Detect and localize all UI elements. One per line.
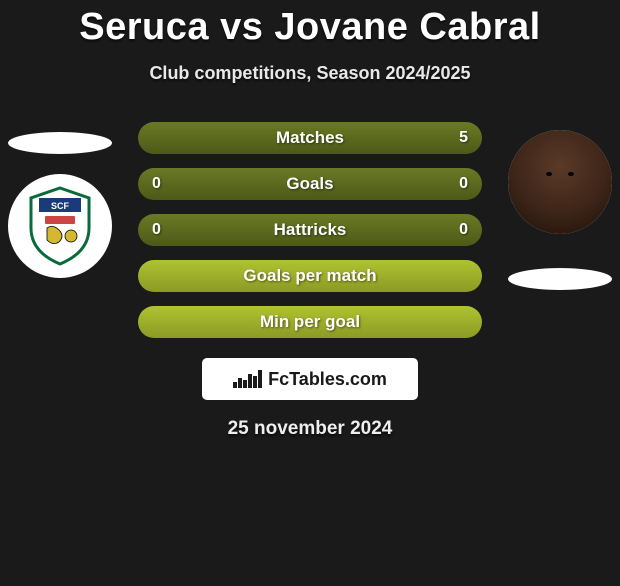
stat-label: Goals <box>286 174 333 194</box>
brand-text: FcTables.com <box>268 369 387 390</box>
stat-label: Min per goal <box>260 312 360 332</box>
stat-value-right: 0 <box>459 221 468 239</box>
avatar-shadow-left <box>8 132 112 154</box>
brand-bar <box>238 378 242 388</box>
brand-badge: FcTables.com <box>202 358 418 400</box>
stat-row: Min per goal <box>138 306 482 338</box>
stat-label: Goals per match <box>243 266 376 286</box>
player-avatar-right <box>508 130 612 234</box>
stat-row: Matches 5 <box>138 122 482 154</box>
stat-value-right: 5 <box>459 129 468 147</box>
brand-bar <box>258 370 262 388</box>
club-badge-left: SCF <box>8 174 112 278</box>
avatar-shadow-right <box>508 268 612 290</box>
brand-bar <box>248 374 252 388</box>
stat-value-right: 0 <box>459 175 468 193</box>
brand-bar <box>233 382 237 388</box>
page-title: Seruca vs Jovane Cabral <box>0 6 620 49</box>
stat-row: Hattricks 0 0 <box>138 214 482 246</box>
stat-row: Goals 0 0 <box>138 168 482 200</box>
subtitle: Club competitions, Season 2024/2025 <box>0 63 620 84</box>
brand-bar <box>243 380 247 388</box>
player-face-icon <box>508 130 612 234</box>
brand-bar <box>253 376 257 388</box>
date-text: 25 november 2024 <box>0 418 620 440</box>
scf-badge-icon: SCF <box>8 174 112 278</box>
stat-value-left: 0 <box>152 175 161 193</box>
stat-label: Hattricks <box>274 220 347 240</box>
stat-value-left: 0 <box>152 221 161 239</box>
brand-bars-icon <box>233 370 262 388</box>
svg-text:SCF: SCF <box>51 201 70 211</box>
stat-row: Goals per match <box>138 260 482 292</box>
stat-label: Matches <box>276 128 344 148</box>
